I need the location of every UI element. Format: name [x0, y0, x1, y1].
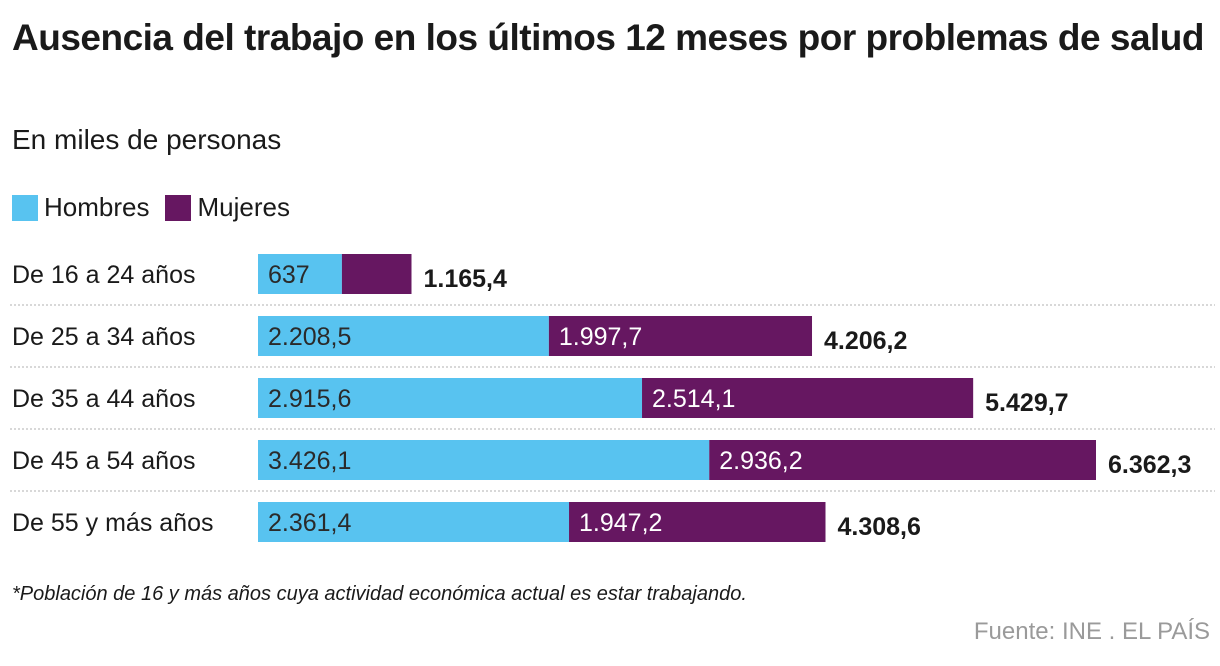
bar-value-label: 2.208,5 — [268, 323, 351, 351]
bar-value-label: 2.514,1 — [652, 385, 735, 413]
footnote: *Población de 16 y más años cuya activid… — [12, 583, 747, 605]
total-label: 6.362,3 — [1108, 451, 1191, 479]
bar-chart: De 16 a 24 años 637 1.165,4 De 25 a 34 años… — [10, 254, 1215, 542]
legend-item-mujeres: Mujeres — [165, 192, 290, 223]
bar-mujeres — [569, 502, 826, 542]
chart-title: Ausencia del trabajo en los últimos 12 m… — [12, 17, 1205, 58]
bar-value-label: 1.947,2 — [579, 509, 662, 537]
bar-mujeres — [548, 316, 813, 356]
bar-value-label: 2.936,2 — [719, 447, 802, 475]
bar-hombres — [258, 316, 549, 356]
bar-mujeres — [341, 254, 412, 294]
bar-value-label: 2.361,4 — [268, 509, 352, 537]
legend-label-hombres: Hombres — [44, 192, 150, 222]
bar-hombres — [258, 378, 643, 418]
category-label: De 35 a 44 años — [12, 385, 195, 413]
bar-mujeres — [642, 378, 974, 418]
bar-value-label: 3.426,1 — [268, 447, 351, 475]
bar-mujeres — [709, 440, 1096, 480]
legend: Hombres Mujeres — [12, 192, 306, 223]
category-label: De 45 a 54 años — [12, 447, 195, 475]
legend-swatch-hombres — [12, 194, 38, 221]
bar-hombres — [258, 502, 570, 542]
total-label: 4.308,6 — [838, 513, 921, 541]
source-credit: Fuente: INE . EL PAÍS — [973, 618, 1210, 645]
legend-swatch-mujeres — [165, 194, 192, 221]
category-label: De 55 y más años — [12, 509, 214, 537]
total-label: 4.206,2 — [824, 327, 907, 355]
category-label: De 25 a 34 años — [12, 323, 195, 351]
category-label: De 16 a 24 años — [12, 261, 195, 289]
bar-value-label: 637 — [268, 261, 310, 289]
legend-label-mujeres: Mujeres — [197, 192, 290, 222]
legend-item-hombres: Hombres — [12, 192, 149, 223]
bar-value-label: 2.915,6 — [268, 385, 351, 413]
bar-hombres — [258, 254, 342, 294]
bar-hombres — [258, 440, 710, 480]
chart-subtitle: En miles de personas — [12, 124, 282, 155]
bar-value-label: 1.997,7 — [559, 323, 642, 351]
total-label: 5.429,7 — [985, 389, 1068, 417]
total-label: 1.165,4 — [423, 265, 507, 293]
